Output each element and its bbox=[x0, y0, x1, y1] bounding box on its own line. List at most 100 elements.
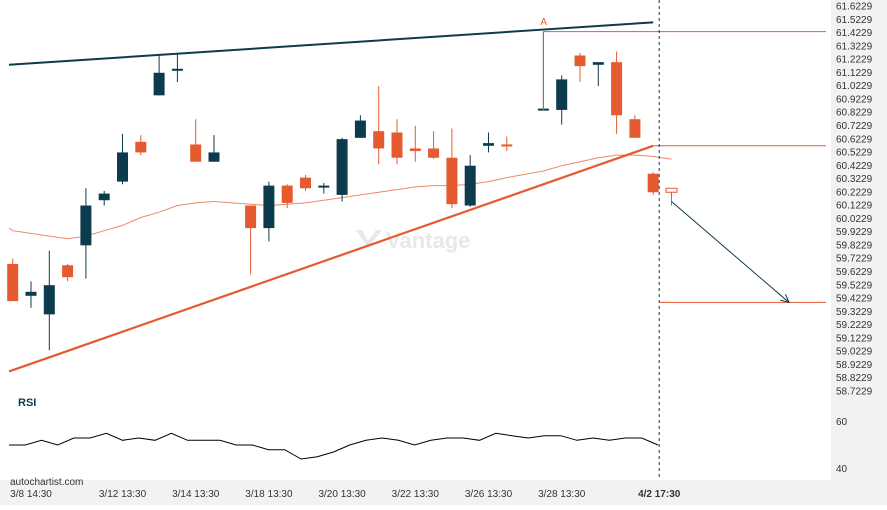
candle bbox=[117, 133, 128, 185]
y-axis: 61.6229 61.5229 61.4229 61.3229 61.2229 61.12… bbox=[836, 2, 873, 398]
x-axis-panel bbox=[0, 480, 831, 505]
y-tick-label: 60.9229 bbox=[836, 94, 873, 105]
rsi-label: RSI bbox=[18, 397, 36, 409]
rsi-panel: RSI 60 40 bbox=[9, 397, 848, 475]
projection-arrow-line bbox=[671, 201, 790, 303]
candle bbox=[592, 62, 604, 87]
ma-line-bridge bbox=[213, 201, 251, 205]
x-axis: 3/8 14:30 3/12 13:30 3/14 13:30 3/18 13:30 3… bbox=[10, 489, 681, 500]
y-tick-label: 61.3229 bbox=[836, 41, 873, 52]
y-tick-label: 61.5229 bbox=[836, 15, 873, 26]
candle bbox=[665, 187, 678, 206]
candle-body bbox=[190, 144, 202, 162]
ma-line-bridge bbox=[506, 170, 544, 179]
y-tick-label: 60.2229 bbox=[836, 187, 873, 198]
footer-text: autochartist.com bbox=[10, 477, 83, 488]
candle-body bbox=[446, 157, 458, 205]
candle bbox=[25, 281, 37, 308]
candle bbox=[354, 115, 366, 138]
candle-body bbox=[464, 165, 476, 206]
candle-body bbox=[409, 148, 421, 152]
candle-body bbox=[135, 141, 147, 153]
y-tick-label: 61.2229 bbox=[836, 55, 873, 66]
ma-line-segment bbox=[250, 177, 507, 207]
y-tick-label: 60.7229 bbox=[836, 121, 873, 132]
point-a-label: A bbox=[540, 17, 547, 28]
candle bbox=[281, 184, 293, 209]
candle bbox=[7, 258, 19, 302]
rsi-line bbox=[9, 432, 659, 460]
watermark-logo: Vantage bbox=[356, 228, 470, 253]
annotations: A bbox=[540, 0, 790, 480]
candle bbox=[556, 75, 568, 125]
candle bbox=[446, 128, 458, 209]
candle-body bbox=[263, 185, 275, 229]
x-tick-label: 3/28 13:30 bbox=[538, 489, 586, 500]
candle bbox=[300, 174, 311, 191]
candle bbox=[647, 172, 659, 195]
watermark-text: Vantage bbox=[386, 228, 470, 253]
lower-trendline bbox=[8, 144, 654, 373]
candle-body bbox=[80, 205, 92, 246]
candle-body bbox=[336, 139, 348, 195]
candle bbox=[135, 135, 147, 156]
y-tick-label: 60.8229 bbox=[836, 108, 873, 119]
candle-body bbox=[629, 119, 641, 138]
candle bbox=[574, 52, 586, 83]
candle-body bbox=[245, 205, 257, 229]
moving-average bbox=[8, 154, 672, 240]
y-tick-label: 60.6229 bbox=[836, 134, 873, 145]
y-tick-label: 60.3229 bbox=[836, 174, 873, 185]
candle-body bbox=[647, 173, 659, 193]
candle bbox=[208, 135, 220, 162]
candle bbox=[245, 205, 257, 275]
candle-body bbox=[153, 72, 165, 96]
candle bbox=[153, 55, 165, 96]
candle-body bbox=[281, 185, 293, 203]
candles bbox=[7, 31, 678, 351]
y-axis-panel bbox=[831, 0, 887, 505]
candle-body bbox=[428, 148, 440, 158]
y-tick-label: 59.5229 bbox=[836, 280, 873, 291]
x-tick-label: 3/14 13:30 bbox=[172, 489, 220, 500]
candle-body bbox=[574, 55, 586, 67]
candle bbox=[190, 119, 202, 162]
candle bbox=[428, 131, 440, 160]
candle bbox=[483, 132, 494, 153]
candle-body bbox=[592, 62, 604, 65]
upper-trendline bbox=[8, 21, 654, 66]
rsi-tick-label: 60 bbox=[836, 417, 848, 428]
candle-body bbox=[318, 185, 330, 188]
x-tick-label: 3/20 13:30 bbox=[318, 489, 366, 500]
candle bbox=[611, 51, 623, 134]
candle bbox=[98, 190, 110, 206]
candle-body bbox=[556, 79, 568, 110]
y-tick-label: 61.1229 bbox=[836, 68, 873, 79]
projection-arrow-head bbox=[780, 293, 790, 304]
x-tick-label: 3/22 13:30 bbox=[392, 489, 440, 500]
candle bbox=[501, 136, 513, 152]
y-tick-label: 61.0229 bbox=[836, 81, 873, 92]
ma-line-segment bbox=[543, 154, 672, 172]
y-tick-label: 60.5229 bbox=[836, 148, 873, 159]
candle-body bbox=[117, 152, 128, 182]
candle bbox=[409, 125, 421, 162]
candle-body bbox=[171, 68, 183, 71]
candle-body bbox=[62, 265, 74, 278]
level-lines bbox=[543, 31, 826, 303]
y-tick-label: 59.4229 bbox=[836, 294, 873, 305]
candle bbox=[391, 119, 403, 165]
watermark-icon bbox=[356, 230, 382, 248]
y-tick-label: 59.0229 bbox=[836, 347, 873, 358]
x-tick-label: 3/18 13:30 bbox=[245, 489, 293, 500]
candle bbox=[62, 263, 74, 282]
y-tick-label: 60.1229 bbox=[836, 201, 873, 212]
candle-body bbox=[391, 132, 403, 158]
candle bbox=[263, 181, 275, 242]
candle bbox=[43, 250, 55, 351]
candle-body bbox=[501, 144, 513, 147]
y-tick-label: 59.8229 bbox=[836, 240, 873, 251]
candle-body bbox=[208, 152, 220, 162]
y-tick-label: 58.8229 bbox=[836, 373, 873, 384]
